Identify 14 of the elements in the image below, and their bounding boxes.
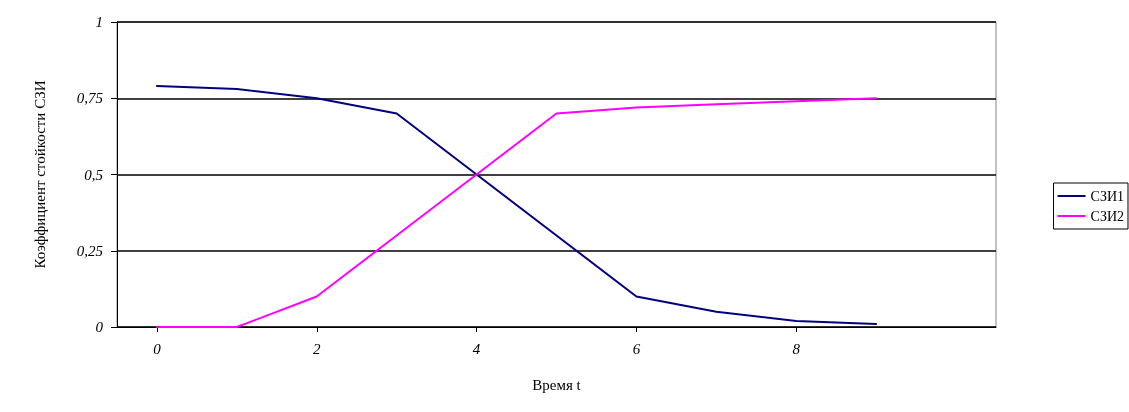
x-tick-label: 8 [792, 340, 801, 357]
x-tick-label: 2 [313, 340, 322, 357]
legend-label: СЗИ1 [1090, 188, 1125, 204]
legend-label: СЗИ2 [1090, 208, 1125, 224]
x-axis-title: Время t [532, 376, 582, 393]
y-tick-label: 1 [95, 14, 103, 30]
y-axis-title: Коэффициент стойкости СЗИ [31, 80, 48, 269]
x-tick-label: 4 [472, 340, 481, 357]
y-tick-label: 0,75 [76, 90, 104, 107]
y-tick-label: 0 [95, 319, 104, 335]
x-tick-label: 0 [153, 340, 162, 357]
x-tick-label: 6 [632, 340, 641, 357]
y-tick-label: 0,5 [84, 166, 104, 183]
y-tick-label: 0,25 [76, 242, 104, 259]
